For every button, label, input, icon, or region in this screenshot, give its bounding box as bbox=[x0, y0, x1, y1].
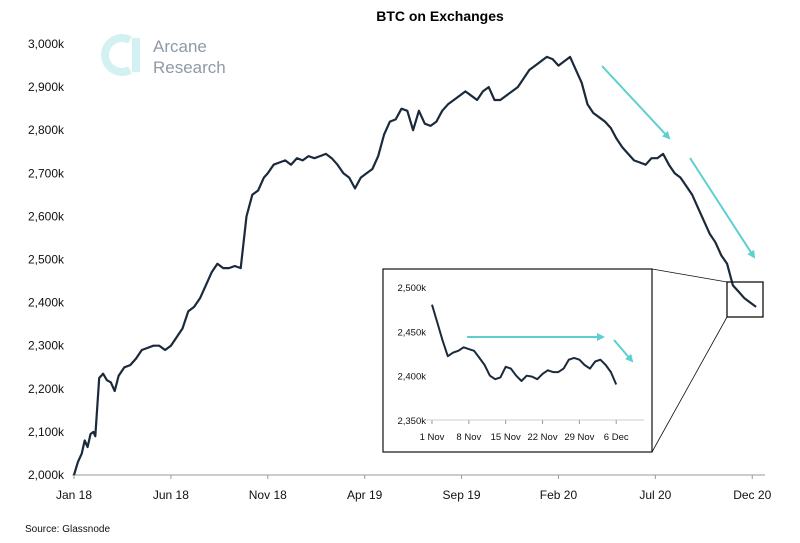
inset-down-arrow bbox=[613, 339, 634, 363]
main-x-tick-label: Jan 18 bbox=[56, 488, 92, 502]
main-y-tick-label: 2,300k bbox=[28, 339, 65, 353]
main-y-tick-label: 2,500k bbox=[28, 253, 65, 267]
main-y-tick-label: 2,200k bbox=[28, 382, 65, 396]
main-y-tick-label: 2,800k bbox=[28, 123, 65, 137]
inset-x-axis: 1 Nov 8 Nov 15 Nov 22 Nov 29 Nov 6 Dec bbox=[420, 420, 629, 443]
logo-mark-bar bbox=[132, 38, 140, 72]
main-y-tick-label: 2,700k bbox=[28, 166, 65, 180]
inset-x-tick-label: 1 Nov bbox=[420, 432, 445, 443]
main-y-tick-label: 3,000k bbox=[28, 37, 65, 51]
zoom-box bbox=[726, 281, 764, 318]
arcane-research-logo: Arcane Research bbox=[101, 34, 226, 77]
main-y-tick-label: 2,900k bbox=[28, 80, 65, 94]
inset-y-axis: 2,500k 2,450k 2,400k 2,350k bbox=[397, 283, 426, 427]
inset-chart: 2,500k 2,450k 2,400k 2,350k 1 Nov 8 Nov 15 No… bbox=[382, 268, 653, 453]
zoom-connector-top bbox=[651, 268, 728, 283]
main-x-axis: Jan 18 Jun 18 Nov 18 Apr 19 Sep 19 Feb 20 Jul … bbox=[56, 475, 772, 502]
inset-x-tick-label: 6 Dec bbox=[604, 432, 629, 443]
main-series-line bbox=[72, 55, 757, 476]
downtrend-arrow-1 bbox=[601, 65, 671, 140]
main-x-tick-label: Apr 19 bbox=[347, 488, 383, 502]
main-x-tick-label: Nov 18 bbox=[249, 488, 287, 502]
logo-text-research: Research bbox=[153, 58, 226, 77]
main-x-tick-label: Dec 20 bbox=[733, 488, 771, 502]
main-x-tick-label: Jul 20 bbox=[639, 488, 671, 502]
inset-x-tick-label: 8 Nov bbox=[456, 432, 481, 443]
inset-y-tick-label: 2,350k bbox=[397, 416, 426, 427]
main-y-tick-label: 2,600k bbox=[28, 209, 65, 223]
logo-text-arcane: Arcane bbox=[153, 37, 207, 56]
downtrend-arrow-2 bbox=[689, 157, 756, 259]
main-y-axis: 3,000k 2,900k 2,800k 2,700k 2,600k 2,500k 2,40… bbox=[28, 37, 65, 482]
inset-y-tick-label: 2,500k bbox=[397, 283, 426, 294]
zoom-connector-bottom bbox=[651, 316, 728, 453]
inset-y-tick-label: 2,400k bbox=[397, 372, 426, 383]
logo-mark bbox=[101, 34, 132, 76]
main-x-tick-label: Jun 18 bbox=[153, 488, 189, 502]
main-x-tick-label: Feb 20 bbox=[540, 488, 578, 502]
main-y-tick-label: 2,400k bbox=[28, 296, 65, 310]
inset-series-line bbox=[431, 304, 618, 385]
inset-frame bbox=[382, 268, 653, 453]
main-y-tick-label: 2,000k bbox=[28, 468, 65, 482]
chart-title: BTC on Exchanges bbox=[376, 8, 504, 24]
inset-x-tick-label: 15 Nov bbox=[491, 432, 521, 443]
inset-x-tick-label: 22 Nov bbox=[527, 432, 557, 443]
source-note: Source: Glassnode bbox=[25, 524, 111, 535]
inset-y-tick-label: 2,450k bbox=[397, 327, 426, 338]
inset-x-tick-label: 29 Nov bbox=[564, 432, 594, 443]
main-y-tick-label: 2,100k bbox=[28, 425, 65, 439]
main-x-tick-label: Sep 19 bbox=[443, 488, 481, 502]
